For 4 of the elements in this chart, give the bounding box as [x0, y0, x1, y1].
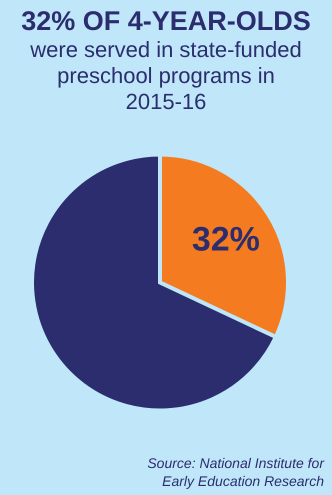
data-label: 32% — [192, 220, 260, 259]
source-note: Source: National Institute for Early Education Research — [147, 455, 326, 489]
chart-subtitle: were served in state-funded preschool programs in 2015-16 — [29, 37, 302, 114]
chart-title: 32% OF 4-YEAR-OLDS — [21, 6, 311, 36]
